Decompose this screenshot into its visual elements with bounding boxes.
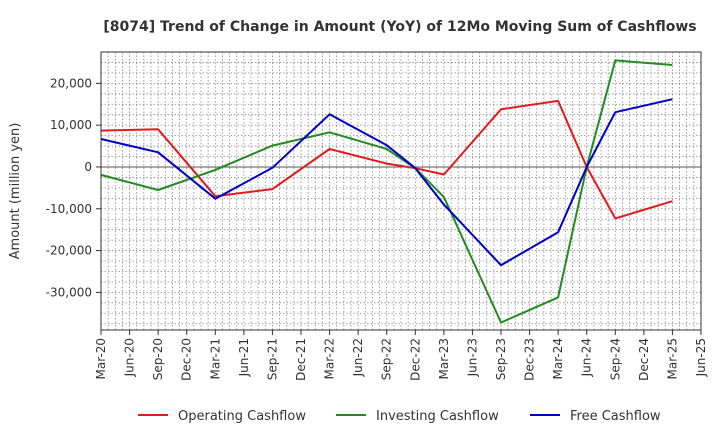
x-tick-label: Dec-20: [180, 338, 194, 381]
grid-lines: [101, 52, 701, 330]
x-tick-label: Dec-23: [523, 338, 537, 381]
legend: Operating Cashflow Investing Cashflow Free…: [138, 409, 661, 424]
x-tick-label: Sep-21: [265, 338, 279, 380]
chart-title: [8074] Trend of Change in Amount (YoY) o…: [103, 19, 696, 35]
series-line-free-cashflow: [100, 98, 673, 267]
x-tick-label: Jun-24: [580, 338, 594, 377]
x-tick-label: Mar-25: [665, 338, 679, 379]
x-tick-label: Dec-22: [408, 338, 422, 381]
y-axis-label: Amount (million yen): [8, 123, 23, 260]
x-tick-label: Jun-20: [123, 338, 137, 377]
x-tick-label: Mar-24: [551, 338, 565, 379]
y-tick-label: 20,000: [50, 76, 92, 90]
y-tick-label: -10,000: [46, 202, 92, 216]
legend-label: Operating Cashflow: [178, 409, 306, 424]
x-tick-label: Sep-24: [608, 338, 622, 380]
plot-area: [101, 52, 701, 330]
x-tick-label: Mar-23: [437, 338, 451, 379]
x-tick-label: Jun-21: [237, 338, 251, 377]
x-tick-label: Mar-22: [323, 338, 337, 379]
x-tick-label: Mar-21: [208, 338, 222, 379]
x-tick-label: Jun-25: [694, 338, 708, 377]
x-tick-label: Dec-21: [294, 338, 308, 381]
y-tick-label: -20,000: [46, 244, 92, 258]
y-axis-ticks: 20,000 10,000 0 -10,000 -20,000 -30,000: [46, 76, 101, 299]
x-tick-label: Sep-20: [151, 338, 165, 380]
x-tick-label: Dec-24: [637, 338, 651, 381]
x-tick-label: Sep-22: [380, 338, 394, 380]
y-tick-label: -30,000: [46, 285, 92, 299]
x-axis-ticks: Mar-20 Jun-20 Sep-20 Dec-20 Mar-21 Jun-21 Sep-…: [94, 330, 708, 381]
legend-label: Free Cashflow: [570, 409, 661, 424]
x-tick-label: Jun-23: [465, 338, 479, 377]
series-lines: [100, 59, 673, 324]
x-tick-label: Mar-20: [94, 338, 108, 379]
plot-frame: [100, 51, 702, 331]
x-tick-label: Jun-22: [351, 338, 365, 377]
y-tick-label: 0: [84, 160, 92, 174]
legend-label: Investing Cashflow: [376, 409, 499, 424]
y-tick-label: 10,000: [50, 118, 92, 132]
x-tick-label: Sep-23: [494, 338, 508, 380]
